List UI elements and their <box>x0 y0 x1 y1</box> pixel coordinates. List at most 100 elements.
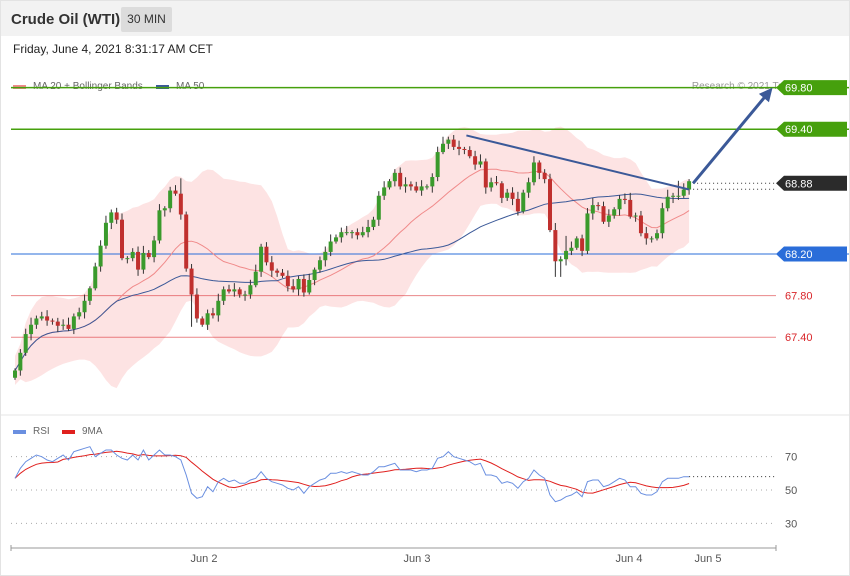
legend-9ma: 9MA <box>62 426 103 437</box>
candle-body <box>676 195 681 197</box>
candle-body <box>141 252 146 270</box>
candle-body <box>130 251 135 259</box>
moving-average-layer <box>14 168 690 371</box>
level-tags-layer: 69.80 69.40 68.20 67.80 67.40 68.88 <box>776 80 847 344</box>
descending-trendline <box>466 134 690 191</box>
candle-body <box>301 278 306 293</box>
candle-body <box>526 182 531 193</box>
candle-body <box>109 212 114 223</box>
candle-body <box>467 150 472 157</box>
rsi-line <box>14 446 690 503</box>
candle-body <box>355 232 360 236</box>
candle-body <box>382 187 387 196</box>
candle-body <box>248 285 253 295</box>
time-axis <box>10 545 777 551</box>
candle-body <box>564 250 569 260</box>
ma50-swatch <box>156 84 169 89</box>
candle-body <box>120 219 124 259</box>
candle-body <box>178 193 183 215</box>
credit-text: Research © 2021 Trading Central <box>691 81 841 92</box>
bollinger-layer <box>15 126 690 389</box>
candle-body <box>644 233 649 239</box>
candle-body <box>580 238 585 251</box>
instrument-title: Crude Oil (WTI) <box>11 11 121 28</box>
ma20-line <box>14 168 690 371</box>
candle-body <box>483 161 488 188</box>
candle-body <box>451 139 456 147</box>
candle-body <box>601 206 606 222</box>
candle-body <box>574 238 579 248</box>
rsi-swatch <box>13 429 26 434</box>
candle-body <box>200 318 205 325</box>
candle-body <box>585 213 590 251</box>
candle-body <box>660 208 665 234</box>
level-tag-69-40 <box>776 121 847 137</box>
candle-body <box>328 241 333 252</box>
chart-header: Crude Oil (WTI) 30 MIN <box>1 1 849 36</box>
candle-body <box>638 215 643 234</box>
rsi-tick-70: 70 <box>785 452 797 464</box>
x-label-jun2: Jun 2 <box>190 553 218 565</box>
candle-body <box>29 324 34 335</box>
candle-body <box>184 214 189 269</box>
candle-body <box>114 212 119 220</box>
candle-body <box>93 266 98 289</box>
candle-body <box>87 288 92 301</box>
candle-body <box>628 199 633 217</box>
target-arrow-shaft <box>691 89 772 185</box>
level-label-69-80: 69.80 <box>785 83 813 95</box>
candle-body <box>446 139 451 144</box>
candle-body <box>227 289 231 292</box>
levels-layer <box>11 86 849 338</box>
candle-body <box>216 300 221 316</box>
candle-body <box>50 320 55 322</box>
candle-body <box>360 232 365 236</box>
level-label-69-40: 69.40 <box>785 124 813 136</box>
last-price-tag <box>776 175 847 191</box>
trend-layer <box>466 87 773 191</box>
candle-body <box>259 246 264 272</box>
candle-body <box>398 172 403 187</box>
9ma-swatch <box>62 429 75 434</box>
candle-body <box>205 313 210 325</box>
level-tag-68-20 <box>776 246 847 262</box>
candle-body <box>419 186 424 191</box>
candle-body <box>414 186 419 191</box>
candle-body <box>146 252 151 258</box>
candle-body <box>77 312 82 317</box>
candle-body <box>237 289 242 295</box>
candle-body <box>82 300 87 313</box>
candle-body <box>221 289 226 301</box>
candle-body <box>499 183 504 198</box>
candle-body <box>558 259 563 262</box>
candle-body <box>548 179 552 231</box>
candle-body <box>366 226 371 233</box>
candle-body <box>681 189 686 196</box>
ma50-line <box>14 193 690 371</box>
candle-body <box>387 181 392 188</box>
candle-body <box>39 316 44 319</box>
candle-body <box>173 190 178 194</box>
candle-body <box>152 240 157 258</box>
legend-ma50: MA 50 <box>156 81 204 92</box>
candle-body <box>457 146 462 149</box>
interval-button[interactable]: 30 MIN <box>121 7 172 32</box>
candle-body <box>424 186 429 188</box>
candle-body <box>317 260 322 270</box>
candle-body <box>339 232 344 238</box>
candle-body <box>462 148 467 150</box>
candle-body <box>655 233 659 239</box>
candle-body <box>435 152 440 178</box>
candle-body <box>280 272 285 276</box>
legend-ma20: MA 20 + Bollinger Bands <box>13 81 143 92</box>
level-label-67-80: 67.80 <box>785 291 813 303</box>
candle-body <box>392 172 397 182</box>
candle-body <box>612 209 617 216</box>
legend-ma50-label: MA 50 <box>176 81 205 92</box>
legend-ma20-label: MA 20 + Bollinger Bands <box>33 81 143 92</box>
candle-body <box>537 162 542 173</box>
candle-body <box>505 192 510 198</box>
candle-body <box>243 294 248 296</box>
candle-body <box>323 251 328 261</box>
candle-body <box>515 198 520 212</box>
